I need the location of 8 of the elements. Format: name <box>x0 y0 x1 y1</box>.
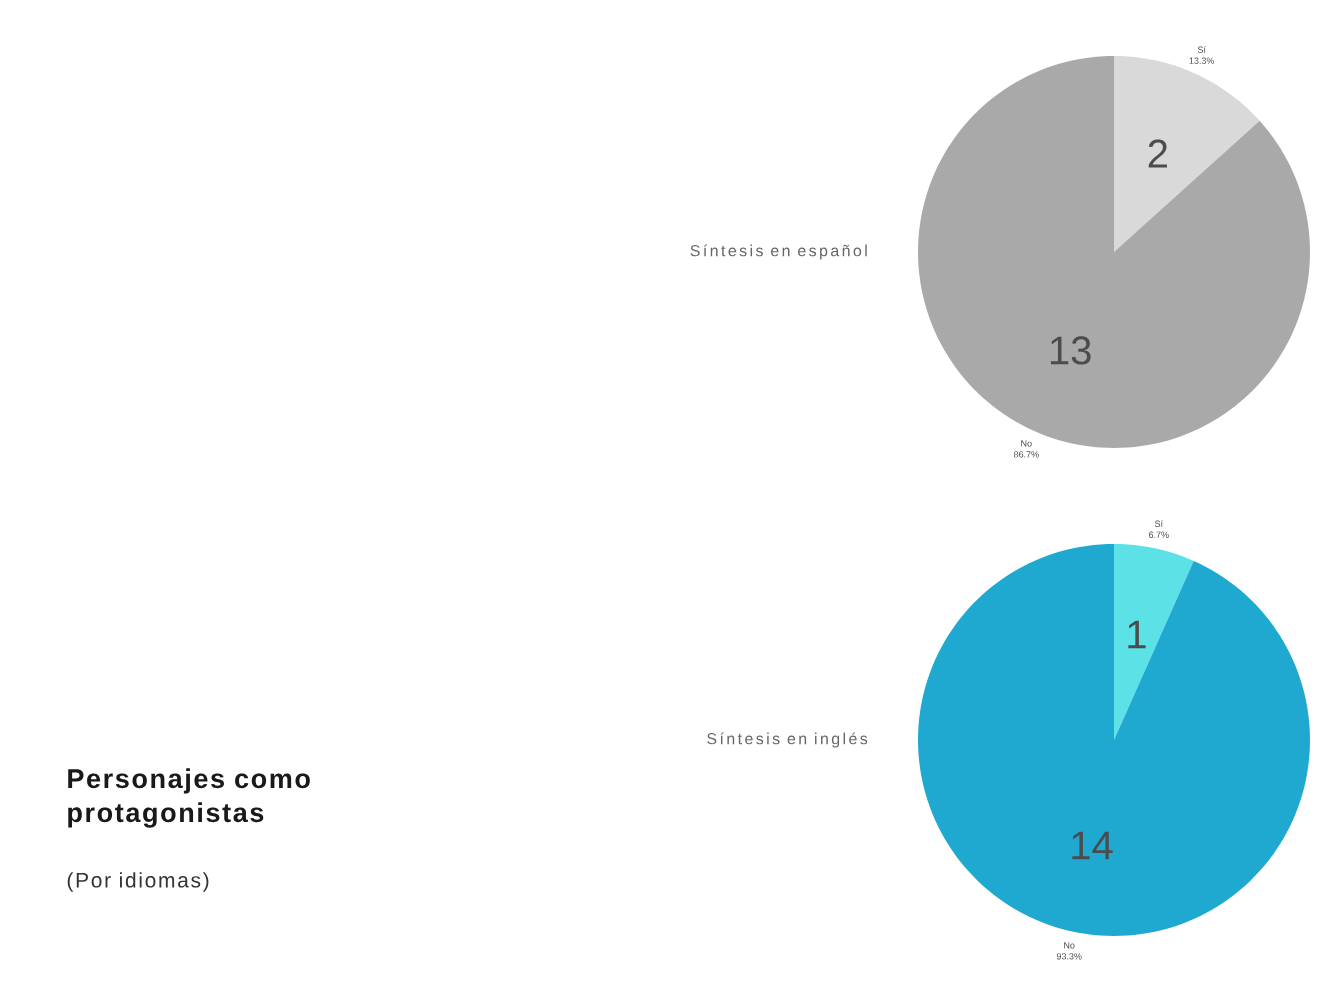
text: Síntesis en inglés <box>707 732 868 748</box>
data-label: 14 <box>1072 831 1113 860</box>
data-label: 1 <box>1128 620 1146 649</box>
text: (Por idiomas) <box>67 872 209 892</box>
text: Personajes como protagonistas <box>68 768 310 828</box>
data-label: 13 <box>1050 336 1091 365</box>
data-label: 2 <box>1148 139 1167 168</box>
text: Síntesis en español <box>690 244 867 260</box>
